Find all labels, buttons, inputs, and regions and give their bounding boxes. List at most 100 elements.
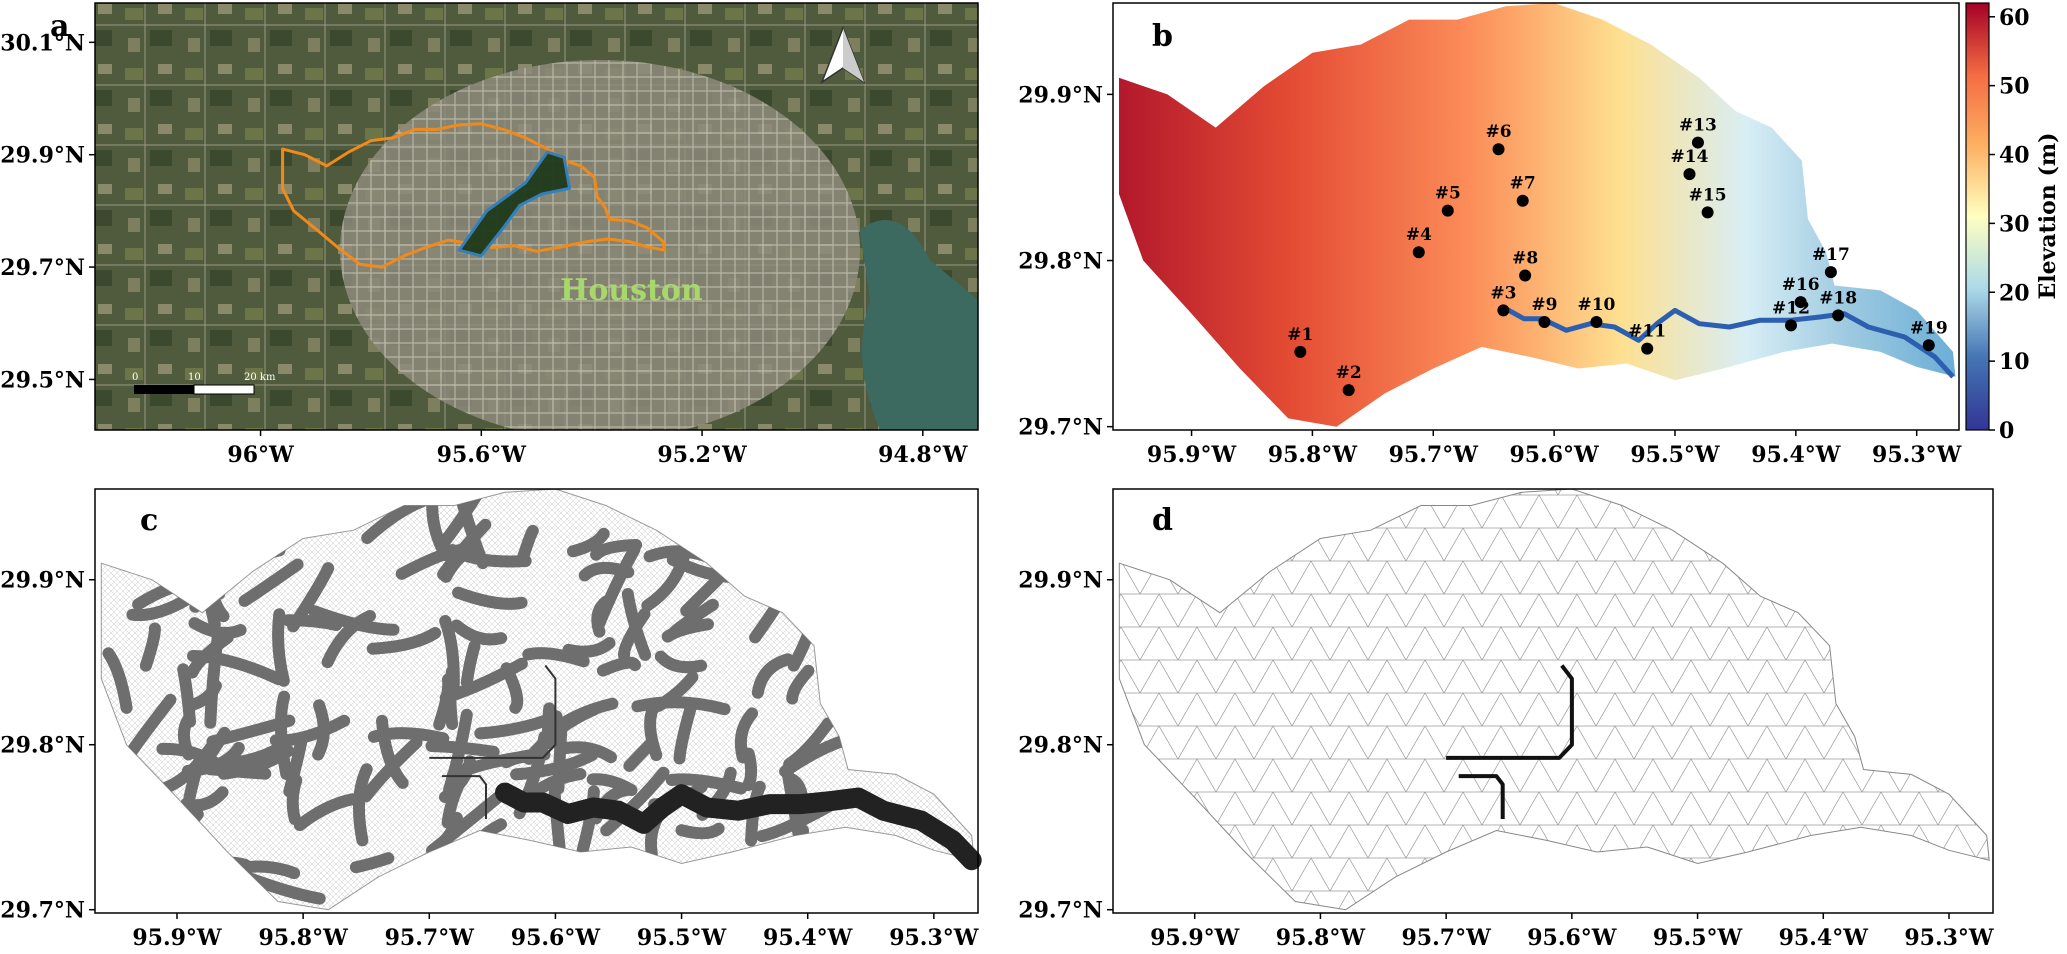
stream-segment xyxy=(175,511,223,579)
stream-segment xyxy=(522,647,590,668)
y-tick-label: 29.9°N xyxy=(1018,568,1103,594)
panel-a-y-ticks: 30.1°N 29.9°N 29.7°N 29.5°N xyxy=(0,30,95,393)
colorbar-tick-label: 30 xyxy=(1999,211,2030,237)
panel-d-x-ticks: 95.9°W 95.8°W 95.7°W 95.6°W 95.5°W 95.4°W 95.3… xyxy=(1150,913,1994,951)
gauge-sites: #1#2#3#4#5#6#7#8#9 #10#11#12#13#14#15#16#… xyxy=(1287,116,1948,397)
stream-segment xyxy=(742,747,758,792)
stream-segment xyxy=(177,663,196,728)
scale-label-20km: 20 km xyxy=(244,372,276,383)
stream-segment xyxy=(439,755,476,803)
gauge-site-marker xyxy=(1294,345,1307,358)
stream-segment xyxy=(210,744,282,770)
gauge-site-label: #15 xyxy=(1689,185,1727,205)
gauge-site-label: #5 xyxy=(1435,184,1461,204)
stream-segment xyxy=(680,573,724,617)
gauge-site-marker xyxy=(1441,204,1454,217)
stream-segment xyxy=(426,789,507,857)
colorbar-tick-label: 10 xyxy=(1999,349,2030,375)
stream-segment xyxy=(367,727,450,745)
x-tick-label: 95.7°W xyxy=(385,925,475,950)
stream-segment xyxy=(439,615,460,698)
gauge-site-label: #6 xyxy=(1485,122,1511,142)
stream-segment xyxy=(792,517,808,574)
panel-b-x-ticks: 95.9°W 95.8°W 95.7°W 95.6°W 95.5°W 95.4°W 95.3… xyxy=(1147,430,1962,468)
gauge-site-label: #1 xyxy=(1287,325,1313,345)
x-tick-label: 95.6°W xyxy=(437,442,527,468)
stream-segment xyxy=(735,542,800,564)
stream-segment xyxy=(366,627,442,655)
y-tick-label: 29.7°N xyxy=(0,255,85,281)
gauge-site-marker xyxy=(1497,304,1510,317)
gauge-site-marker xyxy=(1412,246,1425,259)
elevation-raster xyxy=(1119,3,1956,427)
gauge-site-marker xyxy=(1590,316,1603,329)
stream-segment xyxy=(786,664,815,705)
y-tick-label: 29.9°N xyxy=(1018,82,1103,108)
refined-stream-network xyxy=(102,489,867,905)
stream-segment xyxy=(552,725,568,795)
stream-segment xyxy=(675,822,725,840)
panel-b-frame xyxy=(1112,2,1960,431)
x-tick-label: 95.6°W xyxy=(1509,442,1599,468)
stream-segment xyxy=(654,650,708,674)
gauge-site-marker xyxy=(1922,339,1935,352)
stream-segment xyxy=(283,734,308,798)
stream-segment xyxy=(349,852,395,874)
gauge-site-marker xyxy=(1519,269,1532,282)
stream-segment xyxy=(562,637,616,658)
stream-segment xyxy=(460,640,481,689)
stream-segment xyxy=(321,610,376,669)
gauge-site-label: #14 xyxy=(1671,147,1709,167)
panel-c-fine-mesh: c 29.9°N29.8°N29.7°N 95.9°W 95.8°W 95.7°W 9… xyxy=(0,488,982,951)
gauge-site-marker xyxy=(1683,168,1696,181)
gauge-site-label: #18 xyxy=(1819,288,1857,308)
x-tick-label: 95.9°W xyxy=(1150,925,1240,950)
stream-segment xyxy=(751,653,794,699)
gauge-site-label: #16 xyxy=(1782,275,1820,295)
x-tick-label: 95.6°W xyxy=(511,925,601,950)
stream-segment xyxy=(661,618,714,643)
watershed-outline-orange xyxy=(281,122,666,269)
stream-segment xyxy=(204,509,265,572)
gauge-site-label: #19 xyxy=(1910,318,1948,338)
stream-segment xyxy=(188,617,247,639)
urban-area xyxy=(340,60,860,430)
x-tick-label: 94.8°W xyxy=(878,442,968,468)
y-tick-label: 29.7°N xyxy=(1018,898,1103,924)
stream-segment xyxy=(139,622,161,672)
stream-segment xyxy=(474,710,563,740)
colorbar-tick-label: 0 xyxy=(1999,418,2014,444)
x-tick-label: 95.3°W xyxy=(889,925,979,950)
gauge-site-marker xyxy=(1794,296,1807,309)
x-tick-label: 95.3°W xyxy=(1872,442,1962,468)
stream-segment xyxy=(175,547,233,564)
stream-segment xyxy=(631,696,731,716)
y-tick-label: 29.7°N xyxy=(0,898,85,924)
stream-segment xyxy=(198,726,231,769)
panel-b-y-ticks: 29.9°N 29.8°N 29.7°N xyxy=(1018,82,1113,441)
panel-a-x-ticks: 96°W 95.6°W 95.2°W 94.8°W xyxy=(227,430,968,468)
stream-segment xyxy=(359,736,423,803)
stream-segment xyxy=(190,528,222,580)
gauge-site-marker xyxy=(1824,266,1837,279)
stream-segment xyxy=(734,707,759,764)
y-tick-label: 29.8°N xyxy=(0,733,85,759)
tributary-lines xyxy=(429,664,557,819)
stream-segment xyxy=(177,808,204,859)
gauge-site-marker xyxy=(1342,384,1355,397)
stream-segment xyxy=(567,527,610,558)
x-tick-label: 95.8°W xyxy=(258,925,348,950)
gauge-site-marker xyxy=(1785,319,1798,332)
colorbar-tick-label: 40 xyxy=(1999,143,2030,169)
stream-segment xyxy=(644,701,663,762)
stream-segment xyxy=(138,796,197,819)
x-tick-label: 95.6°W xyxy=(1527,925,1617,950)
panel-a-frame xyxy=(94,2,979,431)
stream-segment xyxy=(446,749,544,782)
panel-c-y-ticks: 29.9°N 29.8°N 29.7°N xyxy=(0,568,95,924)
panel-b-label: b xyxy=(1152,19,1173,54)
gauge-site-label: #8 xyxy=(1512,248,1538,268)
stream-segment xyxy=(452,586,528,610)
stream-segment xyxy=(293,793,359,832)
x-tick-label: 95.4°W xyxy=(1779,925,1869,950)
